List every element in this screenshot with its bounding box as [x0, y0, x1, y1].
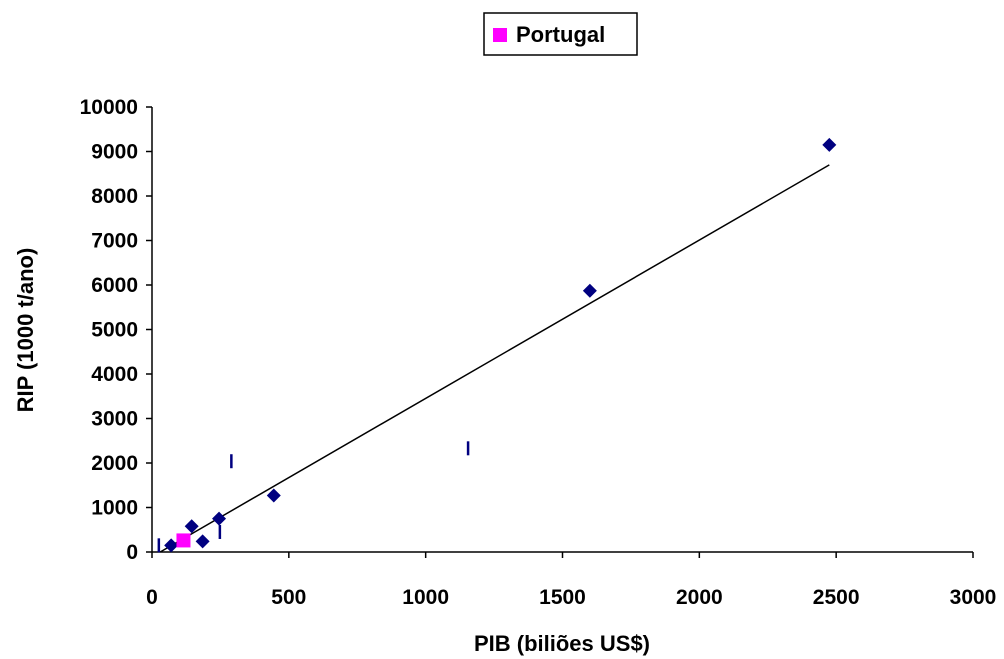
legend-box — [483, 12, 638, 56]
trendline — [159, 164, 830, 553]
x-tick-label: 0 — [146, 586, 158, 609]
legend-label-portugal: Portugal — [516, 22, 605, 47]
y-tick-label: 8000 — [91, 185, 138, 208]
data-point-diamond — [266, 488, 281, 503]
data-point-diamond — [212, 511, 227, 526]
x-tick-label: 2500 — [813, 586, 860, 609]
x-axis-title: PIB (biliões US$) — [474, 631, 650, 656]
data-point-diamond — [195, 534, 210, 549]
data-point-diamond — [582, 283, 597, 298]
x-tick-label: 2000 — [676, 586, 723, 609]
y-axis-title: RIP (1000 t/ano) — [13, 248, 38, 413]
data-point-diamond — [164, 538, 179, 553]
y-tick-label: 2000 — [91, 452, 138, 475]
axes — [146, 106, 974, 558]
legend: Portugal — [483, 12, 638, 56]
x-tick-label: 1500 — [539, 586, 586, 609]
y-tick-label: 6000 — [91, 274, 138, 297]
y-tick-label: 4000 — [91, 363, 138, 386]
y-tick-label: 1000 — [91, 497, 138, 520]
data-point-diamond — [184, 519, 199, 534]
x-tick-label: 500 — [271, 586, 306, 609]
y-tick-label: 5000 — [91, 319, 138, 342]
legend-marker-portugal — [493, 28, 507, 42]
y-tick-label: 7000 — [91, 230, 138, 253]
x-tick-labels: 0 500 1000 1500 2000 2500 3000 — [146, 586, 996, 609]
y-tick-label: 0 — [126, 541, 138, 564]
data-points — [157, 137, 837, 553]
y-tick-label: 3000 — [91, 408, 138, 431]
y-tick-labels: 0 1000 2000 3000 4000 5000 6000 7000 8000 9000 100… — [80, 96, 138, 564]
y-tick-label: 10000 — [80, 96, 138, 119]
data-point-portugal — [176, 533, 191, 548]
data-point-diamond — [822, 137, 837, 152]
x-tick-label: 1000 — [402, 586, 449, 609]
y-tick-label: 9000 — [91, 141, 138, 164]
x-tick-label: 3000 — [950, 586, 997, 609]
